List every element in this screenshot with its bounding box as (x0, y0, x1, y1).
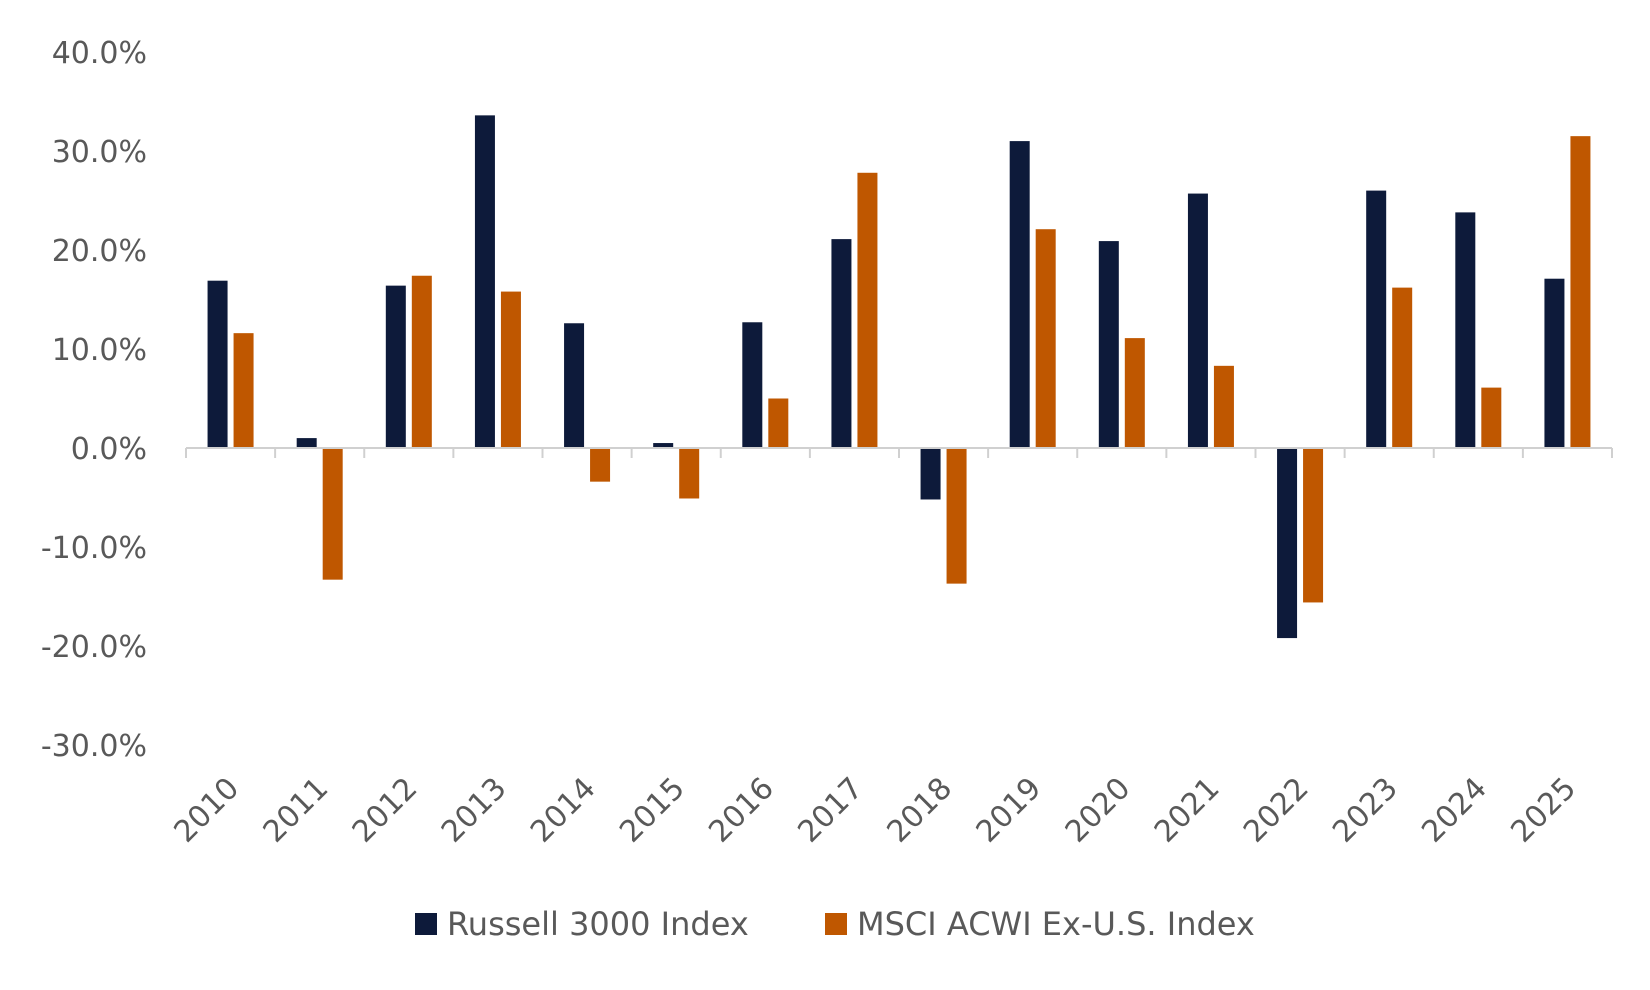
y-tick-label: -10.0% (41, 531, 147, 566)
x-tick-label: 2012 (346, 771, 425, 850)
x-tick-label: 2023 (1326, 771, 1405, 850)
legend-swatch (825, 913, 847, 935)
bar-russell-3000-2011 (296, 438, 317, 448)
y-tick-label: -20.0% (41, 630, 147, 665)
x-tick-label: 2022 (1237, 771, 1316, 850)
bar-msci-acwi-ex-us-2010 (233, 333, 254, 448)
y-tick-label: 0.0% (71, 432, 147, 467)
x-tick-label: 2013 (435, 771, 514, 850)
y-axis: 40.0% 30.0% 20.0% 10.0% 0.0% -10.0% -20.0% -30.… (41, 36, 147, 764)
x-tick-label: 2020 (1059, 771, 1138, 850)
bar-russell-3000-2023 (1366, 190, 1387, 448)
bar-msci-acwi-ex-us-2012 (411, 275, 432, 448)
bar-msci-acwi-ex-us-2025 (1570, 136, 1591, 448)
legend: Russell 3000 Index MSCI ACWI Ex-U.S. Inde… (415, 905, 1255, 943)
legend-swatch (415, 913, 437, 935)
bar-russell-3000-2021 (1187, 193, 1208, 448)
x-tick-label: 2017 (791, 771, 870, 850)
bar-msci-acwi-ex-us-2018 (946, 448, 967, 584)
bar-russell-3000-2022 (1277, 448, 1298, 639)
bar-msci-acwi-ex-us-2021 (1213, 365, 1234, 448)
legend-label: MSCI ACWI Ex-U.S. Index (857, 905, 1255, 943)
bar-msci-acwi-ex-us-2023 (1392, 287, 1413, 448)
legend-label: Russell 3000 Index (447, 905, 749, 943)
bar-russell-3000-2013 (474, 115, 495, 449)
x-tick-label: 2011 (257, 771, 336, 850)
bar-russell-3000-2014 (564, 323, 585, 448)
bar-msci-acwi-ex-us-2017 (857, 172, 878, 448)
bar-russell-3000-2018 (920, 448, 941, 500)
y-tick-label: 40.0% (52, 36, 147, 71)
x-axis: 2010 2011 2012 2013 2014 2015 2016 2017 2018 2019… (167, 447, 1613, 850)
bar-russell-3000-2016 (742, 322, 763, 448)
y-tick-label: 20.0% (52, 234, 147, 269)
y-tick-label: -30.0% (41, 729, 147, 764)
bar-msci-acwi-ex-us-2020 (1124, 338, 1145, 448)
bar-msci-acwi-ex-us-2022 (1303, 448, 1324, 603)
x-tick-label: 2024 (1415, 771, 1494, 850)
bar-russell-3000-2010 (207, 280, 228, 448)
y-tick-label: 30.0% (52, 135, 147, 170)
x-tick-label: 2019 (970, 771, 1049, 850)
bar-russell-3000-2025 (1544, 278, 1565, 448)
x-tick-label: 2021 (1148, 771, 1227, 850)
bar-russell-3000-2020 (1098, 241, 1119, 448)
bar-russell-3000-2024 (1455, 212, 1476, 448)
bar-russell-3000-2019 (1009, 141, 1030, 448)
bar-russell-3000-2017 (831, 239, 852, 448)
x-tick-label: 2025 (1504, 771, 1583, 850)
bar-msci-acwi-ex-us-2015 (679, 448, 700, 499)
bar-msci-acwi-ex-us-2016 (768, 398, 789, 448)
bar-russell-3000-2012 (385, 285, 406, 448)
bar-russell-3000-2015 (653, 443, 674, 448)
x-tick-label: 2018 (880, 771, 959, 850)
bar-msci-acwi-ex-us-2014 (590, 448, 611, 482)
y-tick-label: 10.0% (52, 333, 147, 368)
x-tick-label: 2016 (702, 771, 781, 850)
x-tick-label: 2010 (167, 771, 246, 850)
x-tick-label: 2014 (524, 771, 603, 850)
bar-msci-acwi-ex-us-2024 (1481, 387, 1502, 448)
x-tick-label: 2015 (613, 771, 692, 850)
bar-msci-acwi-ex-us-2019 (1035, 229, 1056, 448)
bars (207, 115, 1591, 639)
bar-msci-acwi-ex-us-2013 (500, 291, 521, 448)
bar-msci-acwi-ex-us-2011 (322, 448, 343, 580)
